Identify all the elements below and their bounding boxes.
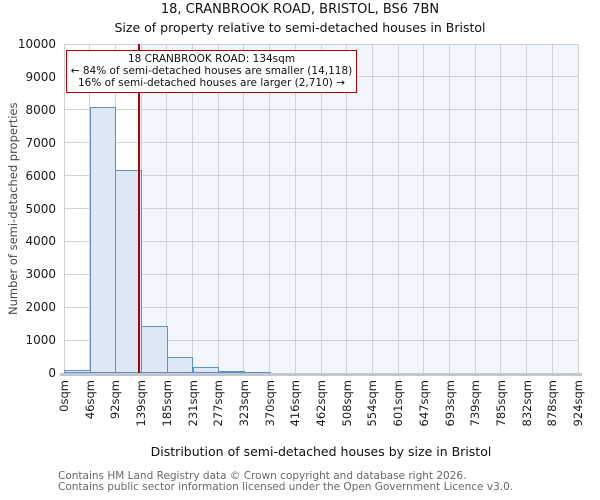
y-tick-label: 1000 [25,333,56,348]
gridline-horizontal [64,175,578,177]
gridline-vertical [577,44,579,373]
x-tick-label: 785sqm [493,380,508,427]
histogram-bar [166,357,194,373]
gridline-horizontal [64,43,578,45]
x-tick-label: 832sqm [519,380,534,427]
gridline-horizontal [64,142,578,144]
x-tick-label: 508sqm [339,380,354,427]
x-tick-label: 92sqm [108,380,123,420]
plot-area: 18 CRANBROOK ROAD: 134sqm ← 84% of semi-… [60,43,582,376]
y-tick-label: 9000 [25,69,56,84]
x-tick-label: 739sqm [468,380,483,427]
gridline-horizontal [64,306,578,308]
gridline-horizontal [64,339,578,341]
x-axis-line [60,373,582,376]
x-axis-label: Distribution of semi-detached houses by … [150,444,492,459]
y-tick-label: 0 [48,366,56,380]
y-tick-label: 4000 [25,234,56,249]
y-tick-label: 7000 [25,135,56,150]
histogram-bar [89,106,117,373]
x-tick-label: 462sqm [314,380,328,427]
y-tick-label: 2000 [25,300,56,315]
page-title: 18, CRANBROOK ROAD, BRISTOL, BS6 7BN [160,2,440,17]
y-tick-label: 8000 [25,102,56,117]
histogram-bar [192,366,220,373]
y-tick-label: 5000 [25,201,56,216]
x-tick-label: 231sqm [185,380,200,427]
annotation-box: 18 CRANBROOK ROAD: 134sqm ← 84% of semi-… [66,50,357,93]
gridline-horizontal [64,273,578,275]
y-tick-label: 10000 [17,37,56,51]
x-tick-label: 601sqm [391,380,406,427]
x-tick-label: 693sqm [442,380,457,427]
x-tick-label: 647sqm [416,380,431,427]
page-subtitle: Size of property relative to semi-detach… [114,20,486,35]
x-tick-label: 416sqm [288,380,303,427]
y-tick-label: 3000 [25,267,56,282]
x-tick-label: 554sqm [365,380,380,427]
gridline-horizontal [64,109,578,111]
gridline-horizontal [64,240,578,242]
annotation-line-3: 16% of semi-detached houses are larger (… [77,77,345,89]
annotation-line-1: 18 CRANBROOK ROAD: 134sqm [127,53,296,65]
x-tick-label: 139sqm [134,380,149,427]
marker-line-subject-property [137,44,140,373]
x-tick-label: 323sqm [236,380,251,427]
footer-line-1: Contains HM Land Registry data © Crown c… [58,470,467,482]
x-tick-label: 878sqm [545,380,560,427]
footer-line-2: Contains public sector information licen… [58,481,514,493]
x-tick-label: 0sqm [57,380,71,412]
x-tick-label: 924sqm [571,380,585,427]
x-tick-label: 277sqm [211,380,226,427]
annotation-line-2: ← 84% of semi-detached houses are smalle… [70,65,353,77]
x-tick-label: 185sqm [159,380,174,427]
y-tick-label: 6000 [25,168,56,183]
gridline-horizontal [64,208,578,209]
histogram-bar [141,325,168,373]
x-tick-label: 370sqm [262,380,277,427]
x-tick-label: 46sqm [82,380,97,420]
